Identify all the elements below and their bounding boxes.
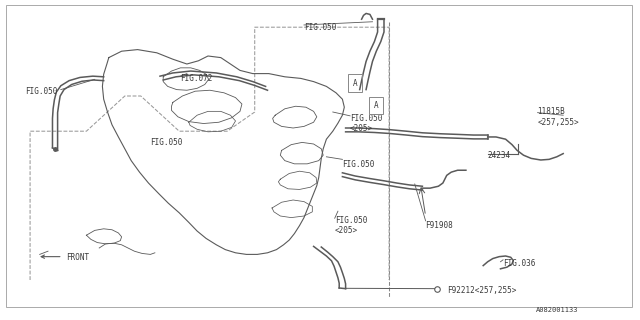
Text: FIG.050
<205>: FIG.050 <205>: [350, 114, 383, 133]
Text: 24234: 24234: [488, 151, 511, 160]
Bar: [348, 74, 362, 92]
Text: F92212<257,255>: F92212<257,255>: [447, 286, 516, 295]
Text: FIG.036: FIG.036: [503, 260, 536, 268]
Text: FIG.072: FIG.072: [180, 74, 213, 83]
Text: A082001133: A082001133: [536, 307, 579, 313]
Text: FIG.050
<205>: FIG.050 <205>: [335, 216, 367, 235]
Text: A: A: [373, 101, 378, 110]
Text: 11815B
<257,255>: 11815B <257,255>: [538, 107, 579, 126]
Text: F91908: F91908: [426, 221, 453, 230]
Text: FIG.050: FIG.050: [342, 160, 375, 169]
Text: FRONT: FRONT: [66, 253, 89, 262]
Bar: [369, 97, 383, 114]
Text: FIG.050: FIG.050: [26, 87, 58, 96]
Text: FIG.050: FIG.050: [304, 23, 337, 32]
Text: FIG.050: FIG.050: [150, 138, 183, 147]
Text: A: A: [353, 79, 358, 88]
